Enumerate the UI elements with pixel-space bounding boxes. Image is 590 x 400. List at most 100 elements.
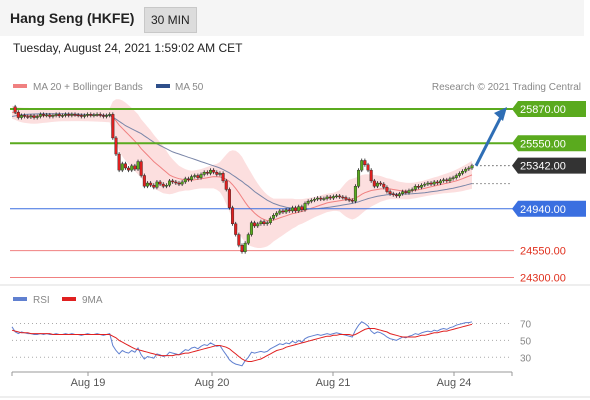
candle-body — [357, 169, 361, 187]
candle-body — [92, 114, 96, 117]
candle-body — [287, 209, 291, 212]
candle-body — [426, 182, 430, 185]
candle-body — [64, 114, 68, 116]
timeframe-button[interactable]: 30 MIN — [144, 7, 197, 33]
candle-body — [123, 163, 127, 169]
candle-body — [79, 115, 83, 117]
candle-body — [161, 183, 165, 187]
candle-body — [290, 207, 294, 212]
candle-body — [253, 222, 257, 227]
candle-body — [199, 174, 203, 178]
forecast-arrow-head — [494, 106, 507, 121]
credit-text: Research © 2021 Trading Central — [432, 82, 581, 93]
candle-body — [76, 114, 80, 117]
candle-body — [344, 197, 348, 200]
rsi-legend-swatch — [13, 297, 27, 301]
candle-body — [464, 168, 468, 172]
candle-body — [246, 234, 250, 244]
candle-body — [360, 160, 364, 171]
rsi-tick-label: 50 — [520, 336, 532, 347]
candle-body — [114, 137, 118, 155]
candle-body — [281, 210, 285, 213]
candle-body — [111, 114, 115, 139]
header-bar — [0, 0, 584, 36]
candle-body — [19, 115, 23, 118]
candle-body — [278, 210, 282, 214]
candle-body — [319, 197, 323, 200]
candle-body — [388, 191, 392, 194]
candle-body — [117, 153, 121, 171]
candle-body — [451, 177, 455, 179]
rsi-ma-legend-label: 9MA — [82, 295, 103, 306]
candle-body — [366, 164, 370, 171]
candle-body — [457, 173, 461, 176]
candle-body — [208, 169, 212, 174]
candle-body — [158, 181, 162, 185]
candle-body — [145, 182, 149, 187]
candle-body — [432, 181, 436, 185]
candle-body — [139, 161, 143, 176]
candle-body — [325, 196, 329, 199]
candle-body — [369, 169, 373, 182]
candle-body — [73, 114, 77, 116]
candle-body — [136, 161, 140, 170]
candle-body — [149, 182, 153, 186]
candle-body — [227, 189, 231, 208]
candle-body — [127, 167, 131, 171]
candle-body — [95, 114, 99, 116]
candle-body — [297, 206, 301, 212]
candle-body — [331, 196, 335, 199]
candle-body — [347, 198, 351, 201]
candle-body — [42, 114, 46, 116]
x-tick-label: Aug 19 — [71, 377, 106, 389]
ma20-legend-swatch — [13, 84, 27, 88]
candle-body — [51, 115, 55, 117]
candle-body — [48, 114, 52, 117]
candle-body — [303, 203, 307, 211]
candle-body — [60, 115, 64, 117]
candle-body — [82, 115, 86, 117]
candle-body — [391, 193, 395, 196]
candle-body — [142, 175, 146, 187]
rsi-ma-legend-swatch — [62, 297, 76, 301]
x-tick-label: Aug 20 — [195, 377, 230, 389]
candle-body — [54, 114, 58, 116]
candle-body — [401, 191, 405, 194]
candle-body — [312, 198, 316, 201]
level-badge-1 — [512, 135, 586, 152]
ma50-legend-swatch — [156, 84, 170, 88]
level-label-5: 24300.00 — [520, 272, 566, 284]
candle-body — [382, 183, 386, 188]
candle-body — [262, 221, 266, 225]
timestamp: Tuesday, August 24, 2021 1:59:02 AM CET — [13, 41, 243, 55]
candle-body — [89, 114, 93, 116]
candle-body — [375, 182, 379, 187]
candle-body — [171, 180, 175, 183]
candle-body — [265, 222, 269, 225]
candle-body — [13, 106, 17, 113]
candle-body — [35, 116, 39, 118]
candle-body — [448, 178, 452, 182]
candle-body — [231, 207, 235, 225]
candle-body — [120, 163, 124, 171]
candle-body — [23, 115, 27, 117]
candle-body — [272, 215, 276, 219]
candle-body — [57, 114, 61, 117]
candle-body — [237, 234, 241, 246]
x-tick-label: Aug 21 — [316, 377, 351, 389]
candle-body — [186, 178, 190, 181]
candle-body — [322, 198, 326, 200]
candle-body — [108, 114, 112, 116]
candle-body — [467, 167, 471, 170]
candle-body — [259, 221, 263, 225]
candle-body — [26, 116, 30, 118]
candle-body — [420, 184, 424, 188]
candle-body — [300, 206, 304, 211]
candle-body — [385, 187, 389, 192]
candle-body — [309, 199, 313, 202]
candle-body — [101, 115, 105, 117]
candle-body — [70, 114, 74, 116]
candle-body — [67, 114, 71, 116]
candle-body — [429, 182, 433, 185]
